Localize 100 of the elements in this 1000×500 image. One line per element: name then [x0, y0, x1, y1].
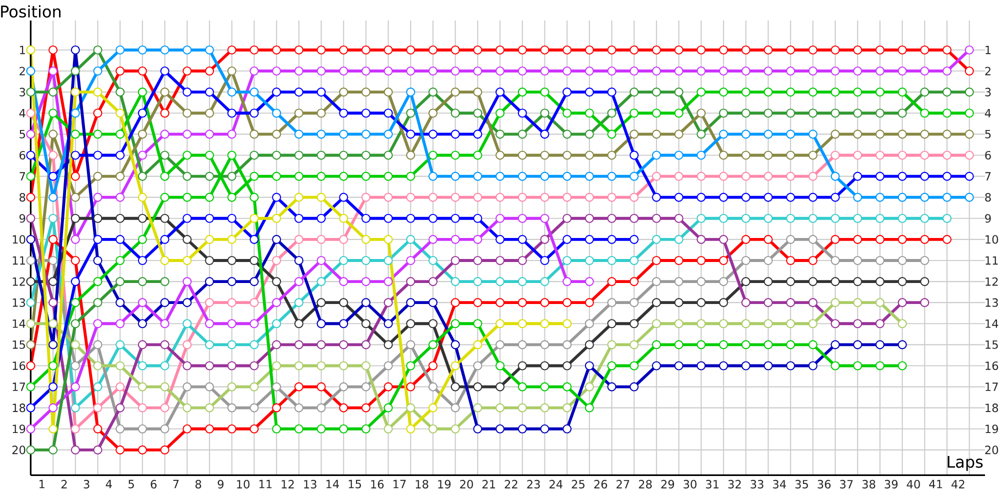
- point: [339, 214, 348, 223]
- point: [384, 214, 393, 223]
- point: [495, 192, 505, 202]
- point: [630, 88, 639, 97]
- y2-tick-label: 5: [985, 130, 991, 138]
- point: [70, 256, 80, 266]
- point: [26, 298, 36, 308]
- point: [808, 361, 818, 370]
- point: [562, 340, 572, 350]
- point: [160, 172, 170, 181]
- y2-tick-label: 11: [986, 256, 998, 265]
- point: [428, 45, 438, 55]
- point: [853, 319, 862, 328]
- point: [428, 361, 438, 370]
- point: [294, 361, 304, 370]
- point: [652, 298, 662, 308]
- point: [764, 319, 773, 328]
- point: [718, 172, 728, 181]
- point: [920, 298, 930, 308]
- point: [384, 234, 393, 244]
- point: [652, 108, 662, 118]
- point: [942, 66, 952, 76]
- point: [853, 192, 862, 202]
- point: [294, 108, 304, 118]
- point: [540, 234, 550, 244]
- point: [830, 361, 840, 370]
- point: [182, 214, 192, 223]
- point: [428, 192, 438, 202]
- point: [316, 150, 326, 160]
- point: [875, 214, 884, 223]
- point: [853, 130, 862, 139]
- point: [853, 108, 862, 118]
- point: [898, 88, 907, 97]
- point: [250, 45, 259, 55]
- point: [428, 298, 438, 308]
- point: [584, 256, 594, 266]
- point: [562, 45, 572, 55]
- point: [607, 234, 616, 244]
- point: [428, 403, 438, 412]
- point: [316, 361, 326, 370]
- point: [227, 256, 236, 266]
- point: [942, 108, 952, 118]
- point: [138, 108, 147, 118]
- point: [540, 192, 550, 202]
- point: [250, 298, 259, 308]
- point: [853, 45, 862, 55]
- point: [204, 382, 214, 392]
- point: [696, 66, 706, 76]
- point: [160, 234, 170, 244]
- point: [830, 172, 840, 181]
- point: [48, 214, 58, 223]
- point: [942, 88, 952, 97]
- point: [786, 150, 796, 160]
- point: [182, 361, 192, 370]
- point: [830, 66, 840, 76]
- point: [138, 424, 147, 434]
- point: [384, 130, 393, 139]
- y-tick-label: 3: [20, 88, 26, 96]
- point: [741, 340, 750, 350]
- point: [584, 277, 594, 286]
- point: [250, 192, 259, 202]
- point: [607, 108, 616, 118]
- point: [540, 66, 550, 76]
- point: [361, 192, 370, 202]
- point: [718, 319, 728, 328]
- point: [26, 361, 36, 370]
- point: [652, 88, 662, 97]
- point: [182, 234, 192, 244]
- point: [718, 192, 728, 202]
- point: [674, 319, 684, 328]
- point: [518, 234, 527, 244]
- point: [406, 66, 416, 76]
- point: [116, 256, 125, 266]
- point: [764, 214, 773, 223]
- point: [116, 214, 125, 223]
- point: [696, 298, 706, 308]
- point: [361, 214, 370, 223]
- point: [160, 108, 170, 118]
- point: [361, 403, 370, 412]
- point: [652, 192, 662, 202]
- point: [473, 172, 482, 181]
- point: [406, 319, 416, 328]
- point: [696, 256, 706, 266]
- x-tick-label: 9: [218, 480, 224, 488]
- point: [718, 298, 728, 308]
- point: [250, 108, 259, 118]
- point: [562, 382, 572, 392]
- point: [898, 319, 907, 328]
- point: [316, 88, 326, 97]
- point: [182, 403, 192, 412]
- x-tick-label: 1: [40, 480, 44, 488]
- point: [584, 192, 594, 202]
- point: [93, 130, 102, 139]
- point: [138, 45, 147, 55]
- point: [607, 214, 616, 223]
- point: [204, 45, 214, 55]
- point: [875, 66, 884, 76]
- point: [406, 172, 416, 181]
- point: [384, 277, 393, 286]
- point: [473, 256, 482, 266]
